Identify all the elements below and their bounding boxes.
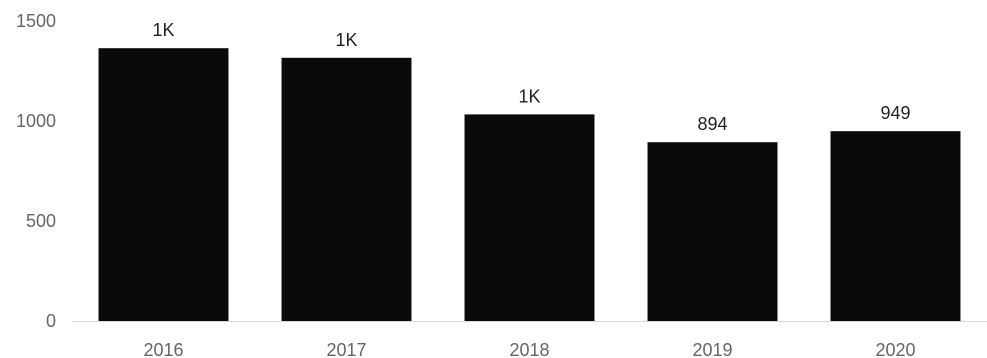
bar	[830, 131, 961, 321]
x-tick-label: 2018	[509, 340, 549, 358]
x-tick-label: 2020	[875, 340, 915, 358]
data-label: 1K	[335, 30, 357, 50]
y-tick-label: 1000	[16, 111, 56, 131]
x-tick-label: 2016	[143, 340, 183, 358]
data-label: 949	[880, 103, 910, 123]
y-tick-label: 500	[26, 211, 56, 231]
y-tick-label: 0	[46, 311, 56, 331]
bar	[281, 57, 412, 322]
x-tick-label: 2019	[692, 340, 732, 358]
data-label: 1K	[518, 86, 540, 106]
x-tick-label: 2017	[326, 340, 366, 358]
bar	[647, 142, 778, 321]
y-tick-label: 1500	[16, 11, 56, 31]
data-label: 1K	[152, 20, 174, 40]
bar	[98, 48, 229, 321]
data-label: 894	[697, 114, 727, 134]
bar	[464, 114, 595, 322]
